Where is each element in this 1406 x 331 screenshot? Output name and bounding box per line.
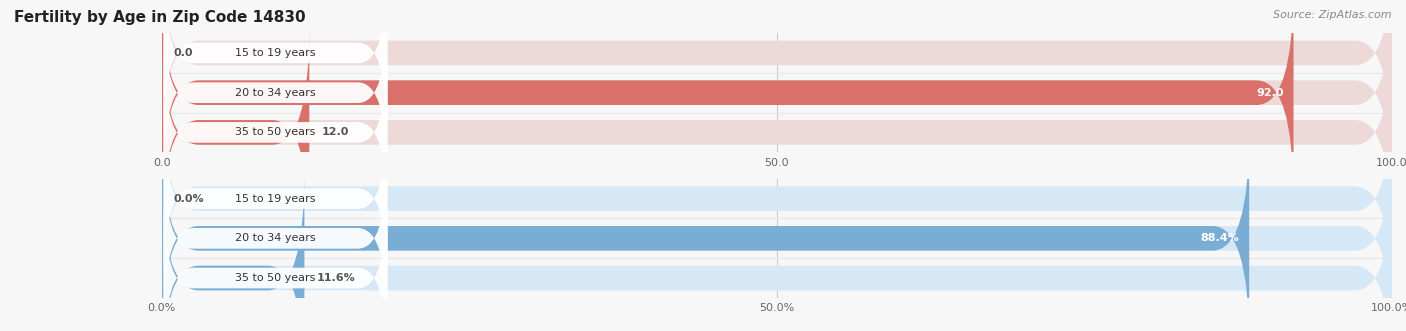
FancyBboxPatch shape <box>162 25 1392 239</box>
FancyBboxPatch shape <box>162 0 1392 200</box>
FancyBboxPatch shape <box>162 92 1392 306</box>
FancyBboxPatch shape <box>163 0 388 138</box>
FancyBboxPatch shape <box>163 8 388 178</box>
Text: 0.0: 0.0 <box>174 48 194 58</box>
Text: 35 to 50 years: 35 to 50 years <box>235 127 316 137</box>
Text: 15 to 19 years: 15 to 19 years <box>235 48 316 58</box>
FancyBboxPatch shape <box>163 47 388 217</box>
FancyBboxPatch shape <box>162 179 1392 218</box>
FancyBboxPatch shape <box>163 114 388 284</box>
FancyBboxPatch shape <box>162 33 1392 73</box>
FancyBboxPatch shape <box>162 131 1250 331</box>
FancyBboxPatch shape <box>162 171 304 331</box>
Text: Source: ZipAtlas.com: Source: ZipAtlas.com <box>1274 10 1392 20</box>
FancyBboxPatch shape <box>162 0 1392 160</box>
FancyBboxPatch shape <box>162 258 1392 298</box>
FancyBboxPatch shape <box>163 193 388 331</box>
FancyBboxPatch shape <box>162 113 1392 152</box>
Text: 35 to 50 years: 35 to 50 years <box>235 273 316 283</box>
FancyBboxPatch shape <box>162 171 1392 331</box>
Text: 20 to 34 years: 20 to 34 years <box>235 88 316 98</box>
Text: Fertility by Age in Zip Code 14830: Fertility by Age in Zip Code 14830 <box>14 10 305 25</box>
FancyBboxPatch shape <box>162 218 1392 258</box>
Text: 11.6%: 11.6% <box>316 273 356 283</box>
Text: 20 to 34 years: 20 to 34 years <box>235 233 316 243</box>
Text: 92.0: 92.0 <box>1256 88 1284 98</box>
FancyBboxPatch shape <box>162 73 1392 113</box>
Text: 15 to 19 years: 15 to 19 years <box>235 194 316 204</box>
FancyBboxPatch shape <box>163 153 388 323</box>
FancyBboxPatch shape <box>162 25 309 239</box>
Text: 0.0%: 0.0% <box>174 194 205 204</box>
FancyBboxPatch shape <box>162 131 1392 331</box>
Text: 12.0: 12.0 <box>322 127 349 137</box>
FancyBboxPatch shape <box>162 0 1294 200</box>
Text: 88.4%: 88.4% <box>1201 233 1240 243</box>
